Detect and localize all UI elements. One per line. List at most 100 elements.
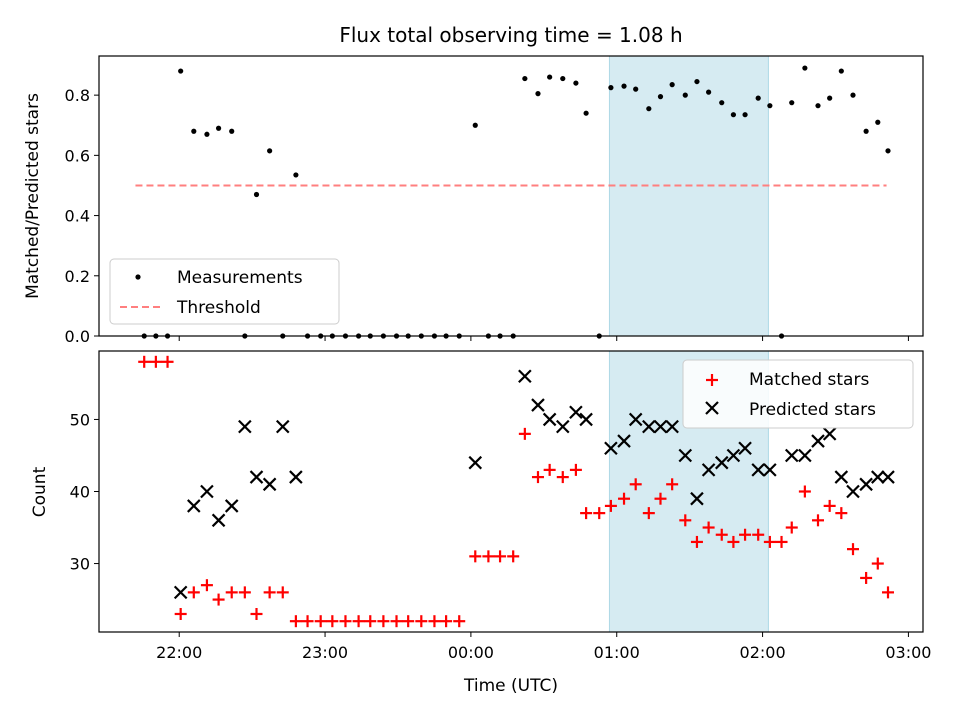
predicted-star-point [763, 463, 777, 477]
measurement-point [191, 128, 197, 134]
bottom-y-axis-label: Count [30, 466, 50, 517]
matched-star-point [702, 521, 715, 534]
matched-star-point [715, 528, 728, 541]
measurement-point [293, 172, 299, 178]
measurement-point [560, 75, 566, 82]
matched-star-point [482, 550, 495, 563]
measurement-point [706, 89, 712, 95]
measurement-point [215, 125, 222, 131]
predicted-star-point [518, 369, 532, 383]
measurement-point [573, 80, 579, 86]
x-tick-label: 03:00 [885, 643, 931, 662]
matched-star-point [752, 528, 765, 541]
predicted-star-point [846, 484, 860, 499]
matched-star-point [775, 535, 788, 548]
predicted-star-point [690, 491, 704, 506]
predicted-star-point [822, 427, 837, 441]
predicted-star-point [617, 434, 631, 448]
measurement-point [875, 119, 881, 125]
matched-star-point [679, 514, 692, 527]
predicted-star-point [751, 463, 765, 477]
matched-star-point [881, 586, 894, 599]
matched-star-point [326, 615, 339, 628]
predicted-star-point [262, 477, 277, 492]
measurement-point [267, 148, 273, 154]
predicted-star-point [701, 463, 716, 477]
predicted-star-point [468, 455, 483, 470]
matched-star-point [364, 615, 377, 628]
predicted-star-point [200, 484, 214, 499]
measurement-point [669, 82, 675, 88]
top-shaded-interval [608, 55, 769, 337]
predicted-star-point [811, 434, 825, 448]
bottom-y-tick-label: 30 [70, 555, 90, 574]
measurement-point [621, 83, 627, 89]
legend-measurements-marker [135, 274, 141, 280]
predicted-star-point [714, 455, 729, 470]
measurement-point [547, 74, 553, 80]
matched-star-point [161, 355, 174, 368]
matched-star-point [785, 521, 798, 534]
predicted-star-point [784, 448, 799, 463]
bottom-y-tick-label: 50 [70, 410, 90, 429]
matched-star-point [618, 492, 631, 505]
predicted-star-point [834, 470, 849, 484]
predicted-star-point [881, 470, 895, 484]
legend-predicted-label: Predicted stars [749, 400, 876, 420]
top-y-axis-label: Matched/Predicted stars [23, 93, 43, 299]
matched-star-point [518, 427, 531, 440]
top-y-tick-label: 0.2 [65, 267, 90, 286]
measurement-point [204, 131, 210, 137]
matched-star-point [453, 615, 466, 628]
measurement-point [767, 103, 773, 109]
matched-star-point [798, 485, 811, 498]
matched-star-point [289, 615, 302, 628]
top-y-tick-label: 0.6 [65, 146, 90, 165]
x-tick-label: 00:00 [448, 643, 494, 662]
bottom-legend: Matched stars Predicted stars [682, 359, 914, 429]
measurement-point [755, 95, 761, 101]
predicted-star-point [569, 405, 583, 420]
x-tick-label: 01:00 [594, 643, 640, 662]
measurement-point [789, 100, 795, 106]
legend-measurements-label: Measurements [177, 268, 303, 288]
predicted-star-point [738, 441, 752, 456]
matched-star-point [860, 571, 873, 584]
predicted-star-point [238, 419, 252, 434]
predicted-star-point [653, 419, 668, 434]
matched-star-point [494, 550, 507, 563]
matched-star-point [593, 507, 606, 520]
matched-star-point [543, 463, 556, 476]
matched-star-point [654, 492, 667, 505]
matched-star-point [415, 615, 428, 628]
matched-star-point [138, 355, 151, 368]
predicted-star-point [542, 412, 557, 427]
predicted-star-point [579, 412, 593, 427]
matched-star-point [727, 535, 740, 548]
matched-star-point [642, 507, 655, 520]
measurement-point [178, 68, 184, 74]
predicted-star-point [531, 398, 545, 412]
top-y-tick-label: 0.8 [65, 86, 90, 105]
matched-star-point [690, 535, 703, 548]
measurement-point [608, 85, 614, 91]
measurement-point [657, 94, 664, 100]
measurement-point [535, 91, 541, 97]
x-tick-label: 22:00 [156, 643, 202, 662]
predicted-star-point [628, 412, 643, 427]
predicted-star-point [211, 513, 226, 528]
predicted-star-point [798, 448, 812, 463]
matched-star-point [174, 607, 187, 620]
matched-star-point [580, 507, 593, 520]
top-y-tick-label: 0.4 [65, 207, 90, 226]
measurement-point [682, 92, 688, 98]
measurement-point [253, 191, 260, 198]
matched-star-point [377, 615, 390, 628]
predicted-star-point [173, 585, 188, 600]
measurement-point [229, 128, 235, 134]
matched-star-point [149, 355, 162, 368]
matched-star-point [569, 463, 582, 476]
matched-star-point [835, 507, 848, 520]
matched-star-point [556, 471, 569, 484]
matched-star-point [339, 615, 352, 628]
